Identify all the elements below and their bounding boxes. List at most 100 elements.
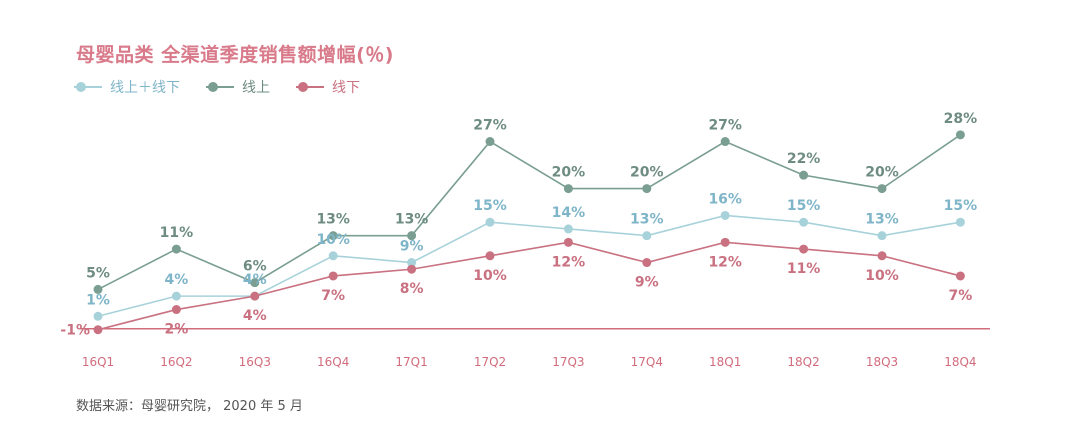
legend-item-total: 线上＋线下 <box>74 77 180 97</box>
data-point-offline <box>563 237 573 247</box>
data-point-online <box>407 231 417 241</box>
data-label-offline: -1% <box>60 323 90 339</box>
data-point-total <box>955 217 965 227</box>
x-tick-label: 17Q4 <box>631 355 663 369</box>
data-point-offline <box>877 251 887 261</box>
data-label-offline: 8% <box>400 281 424 297</box>
data-label-online: 20% <box>865 165 899 181</box>
data-point-offline <box>171 305 181 315</box>
data-label-online: 27% <box>708 118 742 134</box>
data-label-total: 10% <box>316 232 350 248</box>
data-point-online <box>250 278 260 288</box>
x-tick-label: 18Q2 <box>787 355 819 369</box>
data-point-total <box>485 217 495 227</box>
data-label-online: 28% <box>944 111 978 127</box>
data-label-total: 4% <box>243 272 267 288</box>
x-tick-label: 18Q1 <box>709 355 741 369</box>
data-point-online <box>720 137 730 147</box>
x-tick-label: 16Q3 <box>239 355 271 369</box>
data-point-online <box>955 130 965 140</box>
x-tick-label: 16Q1 <box>82 355 114 369</box>
data-label-total: 14% <box>552 205 586 221</box>
data-point-offline <box>407 264 417 274</box>
data-point-total <box>642 231 652 241</box>
data-point-total <box>407 258 417 268</box>
source-note: 数据来源：母婴研究院， 2020 年 5 月 <box>76 399 303 414</box>
data-point-offline <box>485 251 495 261</box>
series-total <box>93 210 965 321</box>
data-point-online <box>485 137 495 147</box>
data-label-offline: 2% <box>165 322 189 338</box>
data-point-offline <box>799 244 809 254</box>
x-tick-label: 18Q4 <box>944 355 976 369</box>
data-point-total <box>877 231 887 241</box>
data-point-online <box>563 184 573 194</box>
data-label-offline: 4% <box>243 308 267 324</box>
data-label-offline: 10% <box>473 268 507 284</box>
legend-swatch-total <box>74 81 102 93</box>
data-label-offline: 11% <box>787 261 821 277</box>
data-label-online: 20% <box>630 165 664 181</box>
data-label-total: 15% <box>787 198 821 214</box>
series-line-online <box>97 134 961 291</box>
legend-item-online: 线上 <box>206 77 270 97</box>
data-point-total <box>799 217 809 227</box>
legend-label-online: 线上 <box>242 80 270 96</box>
legend: 线上＋线下 线上 线下 <box>74 77 360 97</box>
legend-label-offline: 线下 <box>332 80 360 96</box>
series-line-offline <box>97 241 961 331</box>
data-label-total: 16% <box>708 191 742 207</box>
x-tick-label: 18Q3 <box>866 355 898 369</box>
data-label-offline: 7% <box>321 288 345 304</box>
legend-item-offline: 线下 <box>296 77 360 97</box>
data-point-online <box>877 184 887 194</box>
data-label-offline: 12% <box>708 254 742 270</box>
data-label-total: 4% <box>165 272 189 288</box>
data-label-total: 13% <box>865 212 899 228</box>
data-point-online <box>799 170 809 180</box>
legend-swatch-offline <box>296 81 324 93</box>
data-label-online: 5% <box>86 265 110 281</box>
data-point-total <box>328 251 338 261</box>
data-label-total: 15% <box>944 198 978 214</box>
data-point-offline <box>250 291 260 301</box>
data-label-online: 20% <box>552 165 586 181</box>
chart-title: 母婴品类 全渠道季度销售额增幅(％) <box>76 44 394 66</box>
data-point-online <box>328 231 338 241</box>
data-label-online: 27% <box>473 118 507 134</box>
data-point-offline <box>328 271 338 281</box>
data-point-total <box>720 210 730 220</box>
data-label-total: 15% <box>473 198 507 214</box>
x-tick-label: 17Q2 <box>474 355 506 369</box>
data-label-offline: 10% <box>865 268 899 284</box>
data-label-online: 13% <box>395 212 429 228</box>
legend-label-total: 线上＋线下 <box>110 80 180 96</box>
data-point-online <box>171 244 181 254</box>
data-point-total <box>171 291 181 301</box>
series-online <box>93 130 965 294</box>
x-tick-label: 17Q3 <box>552 355 584 369</box>
data-point-total <box>93 311 103 321</box>
data-label-offline: 9% <box>635 275 659 291</box>
data-label-offline: 7% <box>949 288 973 304</box>
data-point-offline <box>720 237 730 247</box>
data-point-offline <box>642 258 652 268</box>
data-label-total: 1% <box>86 292 110 308</box>
x-tick-label: 17Q1 <box>395 355 427 369</box>
data-point-offline <box>955 271 965 281</box>
data-point-total <box>563 224 573 234</box>
data-label-online: 13% <box>316 212 350 228</box>
data-point-online <box>642 184 652 194</box>
data-label-total: 13% <box>630 212 664 228</box>
x-tick-label: 16Q2 <box>160 355 192 369</box>
series-line-total <box>97 214 961 318</box>
data-point-online <box>93 284 103 294</box>
series-offline <box>93 237 965 335</box>
data-label-offline: 12% <box>552 254 586 270</box>
x-tick-label: 16Q4 <box>317 355 349 369</box>
data-label-online: 11% <box>160 225 194 241</box>
data-label-total: 9% <box>400 239 424 255</box>
legend-swatch-online <box>206 81 234 93</box>
data-point-offline <box>93 325 103 335</box>
